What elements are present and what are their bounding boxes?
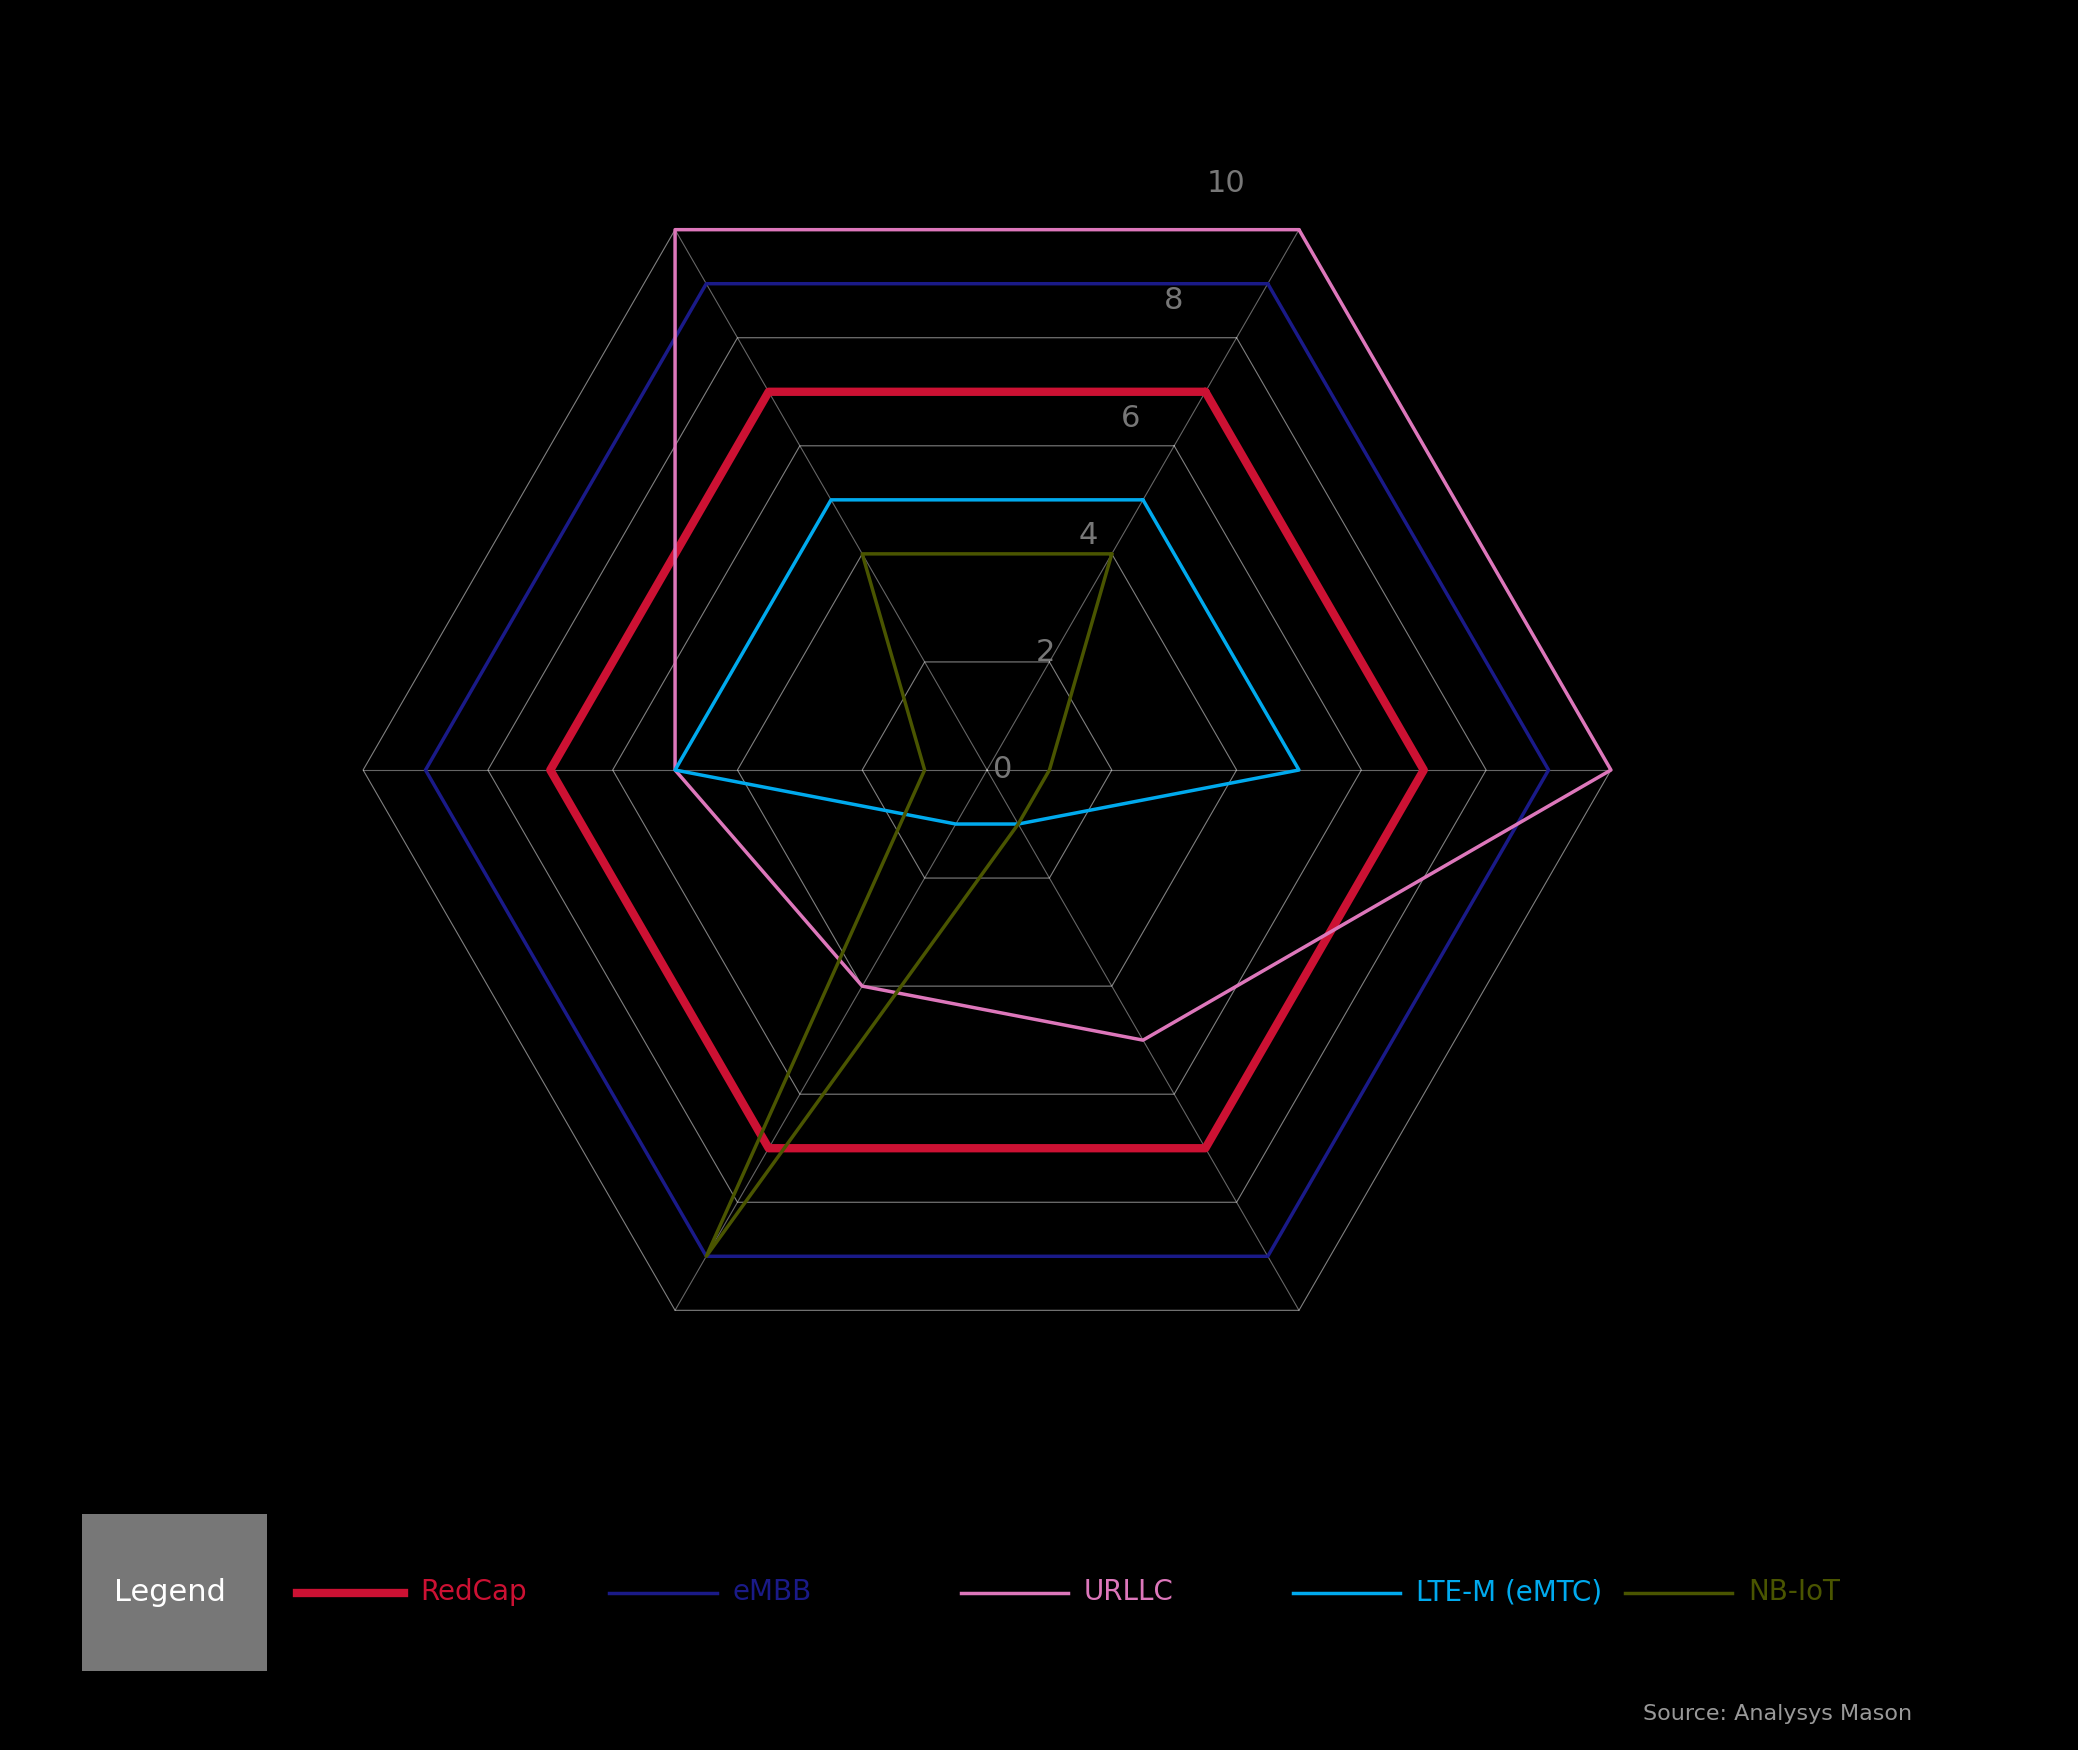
- Text: NB-IoT: NB-IoT: [1748, 1578, 1839, 1606]
- Text: LTE-M (eMTC): LTE-M (eMTC): [1415, 1578, 1602, 1606]
- Text: Source: Analysys Mason: Source: Analysys Mason: [1642, 1704, 1912, 1724]
- Text: eMBB: eMBB: [731, 1578, 812, 1606]
- Text: 10: 10: [1207, 170, 1245, 198]
- Text: 2: 2: [1037, 639, 1056, 667]
- Text: 6: 6: [1122, 404, 1141, 432]
- Text: 8: 8: [1164, 287, 1184, 315]
- Text: 4: 4: [1078, 522, 1097, 550]
- Text: RedCap: RedCap: [420, 1578, 526, 1606]
- Text: URLLC: URLLC: [1085, 1578, 1174, 1606]
- Text: Legend: Legend: [114, 1578, 227, 1606]
- FancyBboxPatch shape: [81, 1514, 268, 1671]
- Text: 0: 0: [993, 756, 1012, 784]
